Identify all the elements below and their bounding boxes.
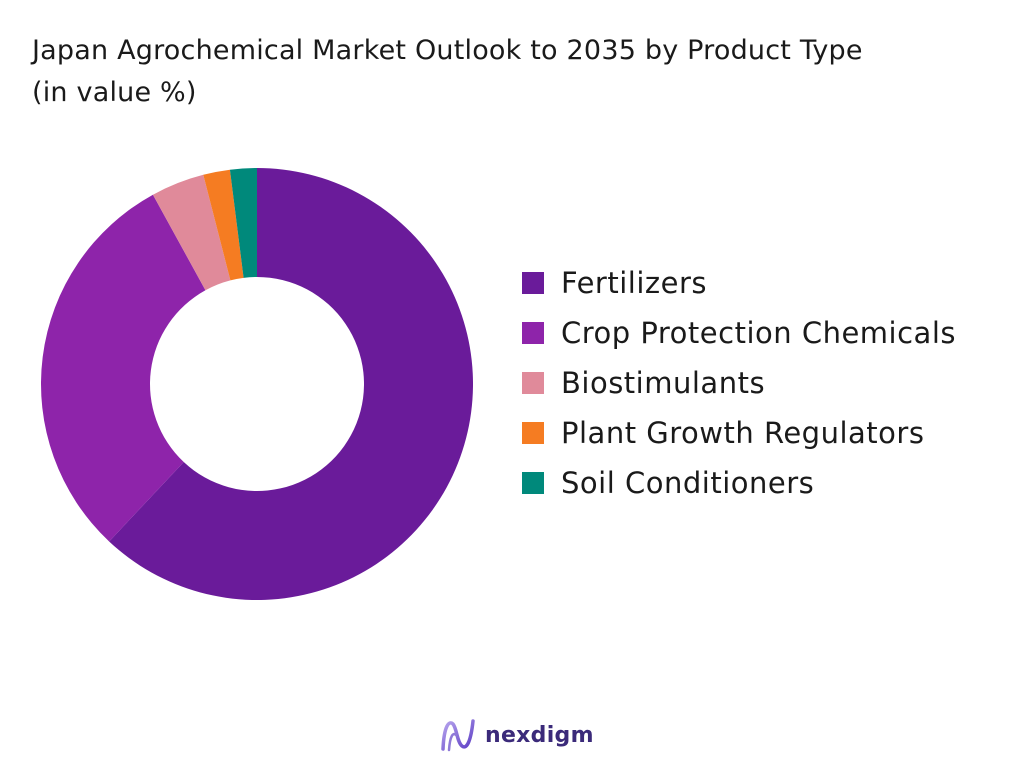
chart-subtitle: (in value %) bbox=[32, 77, 197, 108]
slice-crop-protection-chemicals bbox=[41, 194, 206, 542]
slice-plant-growth-regulators bbox=[203, 169, 244, 281]
chart-legend: Fertilizers Crop Protection Chemicals Bios… bbox=[522, 258, 1017, 508]
legend-swatch bbox=[522, 472, 544, 494]
brand-logo: nexdigm bbox=[440, 714, 594, 756]
chart-title-block: Japan Agrochemical Market Outlook to 203… bbox=[32, 30, 1002, 114]
slice-fertilizers bbox=[109, 168, 474, 600]
legend-swatch bbox=[522, 422, 544, 444]
nexdigm-logo-icon bbox=[441, 719, 475, 752]
legend-swatch bbox=[522, 372, 544, 394]
legend-item: Biostimulants bbox=[522, 358, 1017, 408]
legend-item: Soil Conditioners bbox=[522, 458, 1017, 508]
legend-item: Crop Protection Chemicals bbox=[522, 308, 1017, 358]
legend-label: Biostimulants bbox=[561, 366, 766, 400]
legend-swatch bbox=[522, 322, 544, 344]
legend-swatch bbox=[522, 272, 544, 294]
slice-biostimulants bbox=[152, 174, 231, 291]
donut-slices bbox=[41, 168, 474, 600]
legend-item: Fertilizers bbox=[522, 258, 1017, 308]
legend-label: Plant Growth Regulators bbox=[561, 416, 925, 450]
brand-name: nexdigm bbox=[485, 722, 594, 748]
slice-soil-conditioners bbox=[229, 168, 257, 278]
legend-label: Soil Conditioners bbox=[561, 466, 815, 500]
legend-label: Fertilizers bbox=[561, 266, 707, 300]
chart-title: Japan Agrochemical Market Outlook to 203… bbox=[32, 35, 863, 66]
legend-label: Crop Protection Chemicals bbox=[561, 316, 956, 350]
legend-item: Plant Growth Regulators bbox=[522, 408, 1017, 458]
